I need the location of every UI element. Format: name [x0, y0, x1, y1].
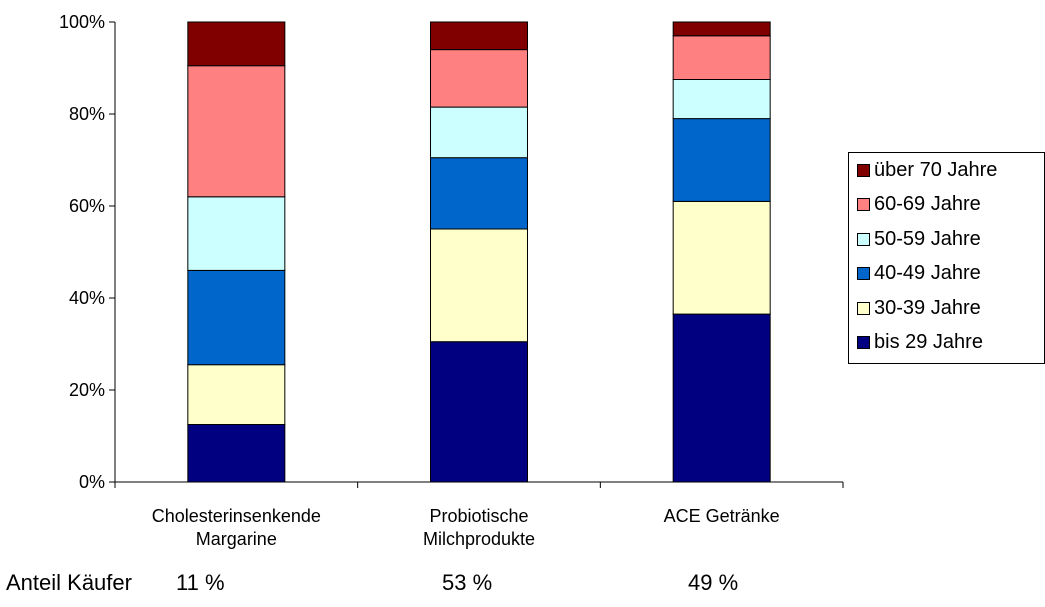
x-category-label: Probiotische Milchprodukte — [423, 506, 535, 549]
legend-item: 40-49 Jahre — [857, 262, 981, 285]
footer-value-2: 53 % — [442, 570, 493, 595]
bar-segment — [672, 35, 771, 80]
legend-swatch — [857, 198, 870, 211]
x-category-label-line: Milchprodukte — [423, 529, 535, 549]
bar-segment — [672, 313, 771, 483]
bar-segment — [187, 21, 286, 67]
footer-value-3: 49 % — [688, 570, 739, 595]
legend-label: 60-69 Jahre — [874, 193, 981, 215]
y-tick-label: 80% — [69, 104, 105, 124]
bar-segment — [672, 200, 771, 315]
x-category-label: ACE Getränke — [664, 506, 780, 526]
legend-swatch — [857, 232, 870, 246]
y-tick-label: 20% — [69, 380, 105, 400]
bar-segment — [672, 118, 771, 202]
bar-segment — [187, 424, 286, 483]
legend-item: 30-39 Jahre — [857, 297, 981, 319]
legend-item: 50-59 Jahre — [857, 228, 981, 250]
x-category-label-line: Margarine — [196, 529, 277, 549]
legend-item: 60-69 Jahre — [857, 193, 981, 216]
x-category-label: Cholesterinsenkende Margarine — [152, 506, 321, 549]
y-tick-label: 0% — [79, 472, 105, 492]
x-axis: Cholesterinsenkende Margarine Probiotische… — [114, 481, 844, 549]
bar-segment — [187, 364, 286, 426]
legend-swatch — [857, 163, 870, 177]
y-tick-label: 100% — [59, 12, 105, 32]
bar-segment — [187, 269, 286, 366]
bar-segment — [187, 196, 286, 271]
legend: über 70 Jahre 60-69 Jahre 50-59 Jahre 40-49… — [848, 152, 1045, 364]
footer-label: Anteil Käufer — [6, 570, 132, 595]
x-category-label-line: ACE Getränke — [664, 506, 780, 526]
x-category-label-line: Cholesterinsenkende — [152, 506, 321, 526]
bar-segment — [430, 106, 528, 159]
footer-value-1: 11 % — [176, 570, 225, 595]
legend-label: 30-39 Jahre — [874, 296, 981, 319]
y-tick-label: 60% — [69, 196, 105, 216]
legend-label: über 70 Jahre — [874, 158, 998, 181]
bar-segment — [430, 341, 528, 483]
bar-segment — [430, 21, 528, 51]
legend-label: 40-49 Jahre — [874, 262, 981, 284]
legend-label: 50-59 Jahre — [874, 227, 981, 250]
bars — [187, 21, 771, 483]
legend-label: bis 29 Jahre — [874, 331, 983, 353]
bar-segment — [430, 157, 528, 230]
bar-segment — [672, 79, 771, 120]
y-tick-label: 40% — [69, 288, 105, 308]
bar-segment — [672, 21, 771, 37]
legend-swatch — [857, 301, 870, 315]
legend-swatch — [857, 336, 870, 349]
bar-segment — [430, 228, 528, 343]
legend-swatch — [857, 267, 870, 280]
bar-segment — [187, 65, 286, 198]
legend-item: bis 29 Jahre — [857, 331, 983, 354]
y-axis: 0% 20% 40% 60% 80% 100% — [59, 12, 116, 492]
bar-segment — [430, 49, 528, 108]
legend-item: über 70 Jahre — [857, 159, 997, 181]
x-category-label-line: Probiotische — [429, 506, 528, 526]
